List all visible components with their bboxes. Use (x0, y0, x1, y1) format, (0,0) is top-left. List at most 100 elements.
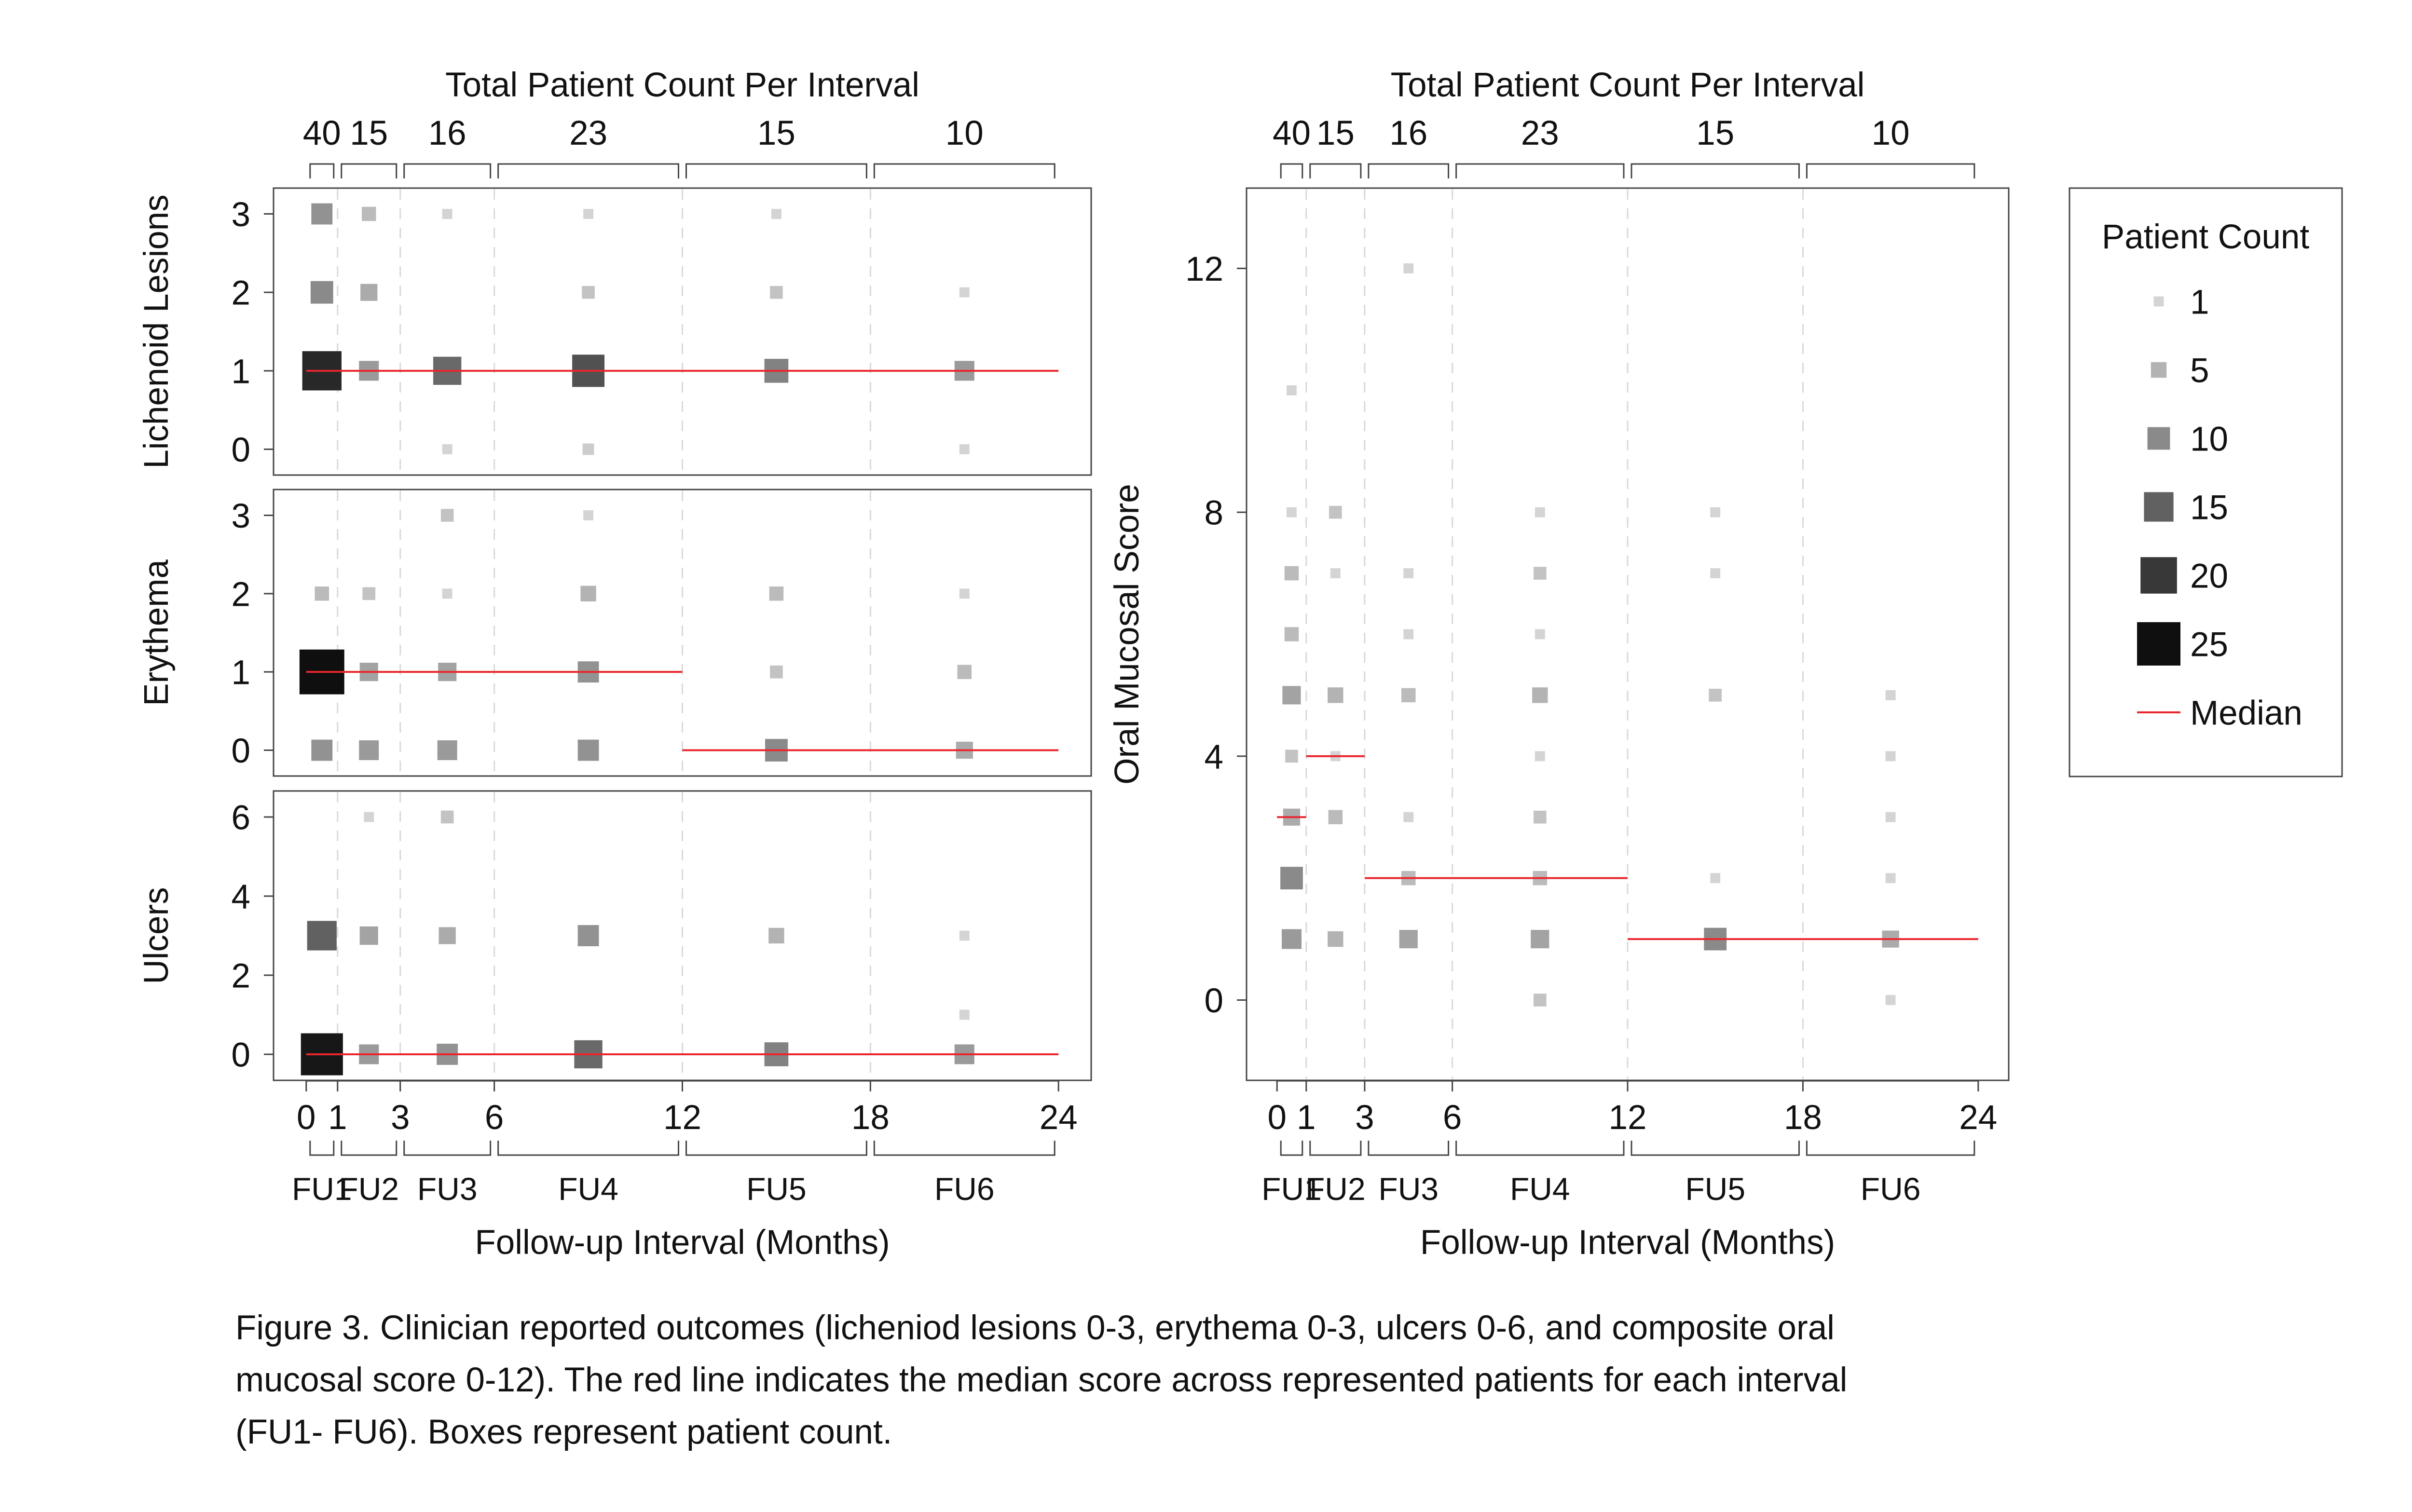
lichenoid-lesions-point (311, 203, 333, 225)
left-fu-label-fu4: FU4 (558, 1171, 618, 1207)
left-fu-bracket (309, 1141, 335, 1156)
right-x-tick-label: 1 (1297, 1099, 1316, 1137)
erythema-point (957, 665, 972, 679)
erythema-panel-frame (273, 489, 1092, 777)
oral-mucosal-score-point (1330, 568, 1341, 579)
caption-line-3: (FU1- FU6). Boxes represent patient coun… (235, 1413, 892, 1451)
oral-mucosal-score-point (1401, 688, 1416, 703)
legend-swatch-15 (2144, 492, 2174, 522)
left-x-tick-label: 12 (663, 1099, 701, 1137)
erythema-y-tick-label: 0 (232, 732, 251, 770)
erythema-y-axis-label: Erythema (137, 559, 176, 706)
oral-mucosal-score-point (1328, 931, 1343, 947)
ulcers-point (439, 927, 456, 944)
right-fu-bracket (1309, 1141, 1362, 1156)
lichenoid-lesions-point (582, 286, 595, 299)
oral-mucosal-score-y-tick-label: 0 (1205, 982, 1224, 1020)
ulcers-point (440, 810, 454, 824)
left-x-tick-label: 1 (328, 1099, 347, 1137)
oral-mucosal-score-point (1284, 627, 1299, 641)
right-top-bracket (1806, 163, 1975, 178)
lichenoid-lesions-point (771, 209, 781, 219)
right-x-tick-label: 6 (1443, 1099, 1462, 1137)
left-x-tick-label: 24 (1040, 1099, 1078, 1137)
oral-mucosal-score-point (1709, 689, 1722, 702)
oral-mucosal-score-point (1532, 687, 1548, 703)
left-interval-count: 40 (303, 114, 341, 152)
right-top-bracket (1309, 163, 1362, 178)
erythema-y-tick-label: 1 (232, 654, 251, 692)
lichenoid-lesions-point (770, 286, 783, 299)
lichenoid-lesions-point (442, 209, 452, 219)
oral-mucosal-score-y-tick-label: 8 (1205, 494, 1224, 532)
ulcers-point (307, 921, 337, 951)
legend-title: Patient Count (2102, 218, 2310, 256)
legend-label-5: 5 (2190, 352, 2209, 390)
erythema-point (362, 587, 376, 600)
oral-mucosal-score-point (1885, 751, 1896, 762)
left-x-tick-label: 18 (851, 1099, 890, 1137)
legend-label-20: 20 (2190, 558, 2228, 596)
left-fu-bracket (685, 1141, 867, 1156)
legend-label-25: 25 (2190, 626, 2228, 664)
oral-mucosal-score-point (1328, 810, 1343, 825)
ulcers-y-axis-label: Ulcers (137, 887, 176, 984)
ulcers-point (364, 812, 374, 822)
erythema-point (440, 509, 454, 522)
erythema-point (770, 665, 783, 679)
left-interval-count: 23 (569, 114, 607, 152)
oral-mucosal-score-point (1284, 566, 1299, 581)
left-top-bracket (403, 163, 492, 178)
left-fu-label-fu2: FU2 (339, 1171, 399, 1207)
legend-swatch-5 (2151, 362, 2167, 378)
legend-swatch-1 (2153, 296, 2164, 307)
right-fu-bracket (1631, 1141, 1800, 1156)
oral-mucosal-score-point (1329, 505, 1342, 519)
oral-mucosal-score-point (1403, 629, 1414, 640)
oral-mucosal-score-point (1281, 929, 1302, 949)
lichenoid-lesions-point (959, 444, 970, 454)
erythema-point (442, 588, 452, 599)
right-fu-label-fu4: FU4 (1510, 1171, 1570, 1207)
left-interval-count: 10 (946, 114, 984, 152)
right-x-axis-title: Follow-up Interval (Months) (1420, 1224, 1835, 1262)
ulcers-point (577, 925, 599, 946)
erythema-point (769, 586, 784, 601)
oral-mucosal-score-point (1885, 873, 1896, 884)
right-top-bracket (1280, 163, 1303, 178)
oral-mucosal-score-point (1399, 930, 1418, 949)
left-fu-bracket (497, 1141, 679, 1156)
oral-mucosal-score-point (1287, 385, 1297, 395)
left-top-bracket (341, 163, 397, 178)
right-x-tick-label: 24 (1959, 1099, 1997, 1137)
left-top-bracket (873, 163, 1055, 178)
oral-mucosal-score-point (1403, 568, 1414, 579)
right-x-tick-label: 18 (1784, 1099, 1822, 1137)
right-interval-count: 15 (1696, 114, 1734, 152)
left-x-tick-label: 6 (485, 1099, 504, 1137)
figure-caption: Figure 3. Clinician reported outcomes (l… (235, 1302, 2165, 1458)
lichenoid-lesions-panel-frame (273, 187, 1092, 476)
oral-mucosal-score-point (1328, 687, 1343, 703)
right-interval-count: 40 (1273, 114, 1311, 152)
oral-mucosal-score-point (1403, 812, 1414, 822)
left-interval-count: 15 (350, 114, 388, 152)
erythema-point (577, 739, 599, 761)
right-top-bracket (1455, 163, 1625, 178)
oral-mucosal-score-point (1531, 930, 1549, 949)
right-top-bracket (1631, 163, 1800, 178)
left-x-axis-title: Follow-up Interval (Months) (475, 1224, 890, 1262)
oral-mucosal-score-y-tick-label: 4 (1205, 738, 1224, 776)
oral-mucosal-score-point (1285, 749, 1298, 763)
lichenoid-lesions-point (310, 281, 333, 304)
lichenoid-lesions-y-axis-label: Lichenoid Lesions (137, 194, 176, 468)
lichenoid-lesions-y-tick-label: 2 (232, 274, 251, 313)
ulcers-y-tick-label: 0 (232, 1036, 251, 1075)
legend-label-1: 1 (2190, 284, 2209, 322)
right-x-tick-label: 0 (1267, 1099, 1287, 1137)
right-fu-bracket (1455, 1141, 1625, 1156)
erythema-point (959, 588, 970, 599)
ulcers-point (959, 1009, 970, 1020)
legend-label-10: 10 (2190, 421, 2228, 459)
